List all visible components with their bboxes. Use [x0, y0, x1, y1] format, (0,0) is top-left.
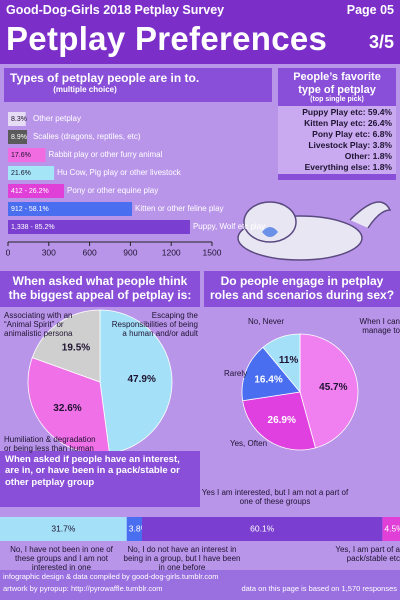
dog-heart — [262, 227, 278, 237]
bar-title-box: Types of petplay people are in to. (mult… — [4, 68, 272, 102]
footer-design: infographic design & data compiled by go… — [3, 572, 219, 581]
value-label: 26.9% — [268, 415, 296, 426]
favorite-item: Other: 1.8% — [344, 151, 392, 162]
category-label: Rarely — [224, 369, 248, 378]
value-label: 19.5% — [62, 342, 90, 353]
value-label: 4.5% — [384, 523, 400, 533]
pie-slice — [262, 333, 301, 394]
category-label: Yes, I am part of a pack/stable etc — [335, 545, 400, 563]
favorites-title: People’s favorite type of petplay — [293, 71, 381, 96]
category-label: Escaping the Responsibilities of being a… — [111, 311, 198, 338]
favorite-item: Pony Play etc: 6.8% — [312, 129, 392, 140]
bar — [8, 112, 26, 126]
dog-illustration — [237, 201, 392, 261]
value-label: 45.7% — [319, 382, 347, 393]
value-label: 8.9% — [11, 134, 27, 141]
bar-title: Types of petplay people are in to. — [10, 71, 200, 85]
bar — [8, 220, 190, 234]
pie2-title: Do people engage in petplay roles and sc… — [204, 271, 400, 307]
bar-segment — [382, 517, 400, 541]
category-label: Other petplay — [33, 114, 81, 123]
favorites-box: People’s favorite type of petplay (top s… — [278, 68, 396, 180]
value-label: 32.6% — [53, 403, 81, 414]
value-label: 1,338 - 85.2% — [11, 224, 55, 231]
x-tick-label: 300 — [42, 247, 56, 257]
category-label: No, I have not been in one of these grou… — [10, 545, 113, 572]
survey-name: Good-Dog-Girls 2018 Petplay Survey — [6, 3, 225, 17]
bar-segment — [0, 517, 127, 541]
favorite-item: Puppy Play etc: 59.4% — [302, 107, 392, 118]
category-label: Rabbit play or other furry animal — [49, 150, 163, 159]
value-label: 16.4% — [254, 375, 282, 386]
header-band — [0, 0, 400, 64]
category-label: Yes, Often — [230, 439, 268, 448]
bar — [8, 184, 65, 198]
dog-head — [243, 201, 297, 243]
stacked-title: When asked if people have an interest, a… — [0, 451, 200, 507]
value-label: 31.7% — [51, 523, 76, 533]
footer-band — [0, 570, 400, 600]
x-tick-label: 900 — [123, 247, 137, 257]
footer-responses: data on this page is based on 1,570 resp… — [241, 584, 397, 593]
category-label: Hu Cow, Pig play or other livestock — [57, 168, 182, 177]
page-title: Petplay Preferences — [6, 20, 328, 57]
value-label: 912 - 58.1% — [11, 206, 49, 213]
pie1-title: When asked what people think the biggest… — [0, 271, 200, 307]
bar — [8, 148, 46, 162]
favorites-subtitle: (top single pick) — [310, 96, 364, 104]
value-label: 8.3% — [11, 116, 27, 123]
category-label: Scalies (dragons, reptiles, etc) — [33, 132, 141, 141]
value-label: 21.6% — [11, 170, 31, 177]
x-tick-label: 0 — [6, 247, 11, 257]
value-label: 47.9% — [127, 374, 155, 385]
dog-tail — [349, 201, 392, 229]
bar — [8, 166, 55, 180]
category-label: Pony or other equine play — [67, 186, 158, 195]
pie-slice — [241, 346, 301, 402]
pie-slice — [242, 391, 316, 451]
favorite-item: Everything else: 1.8% — [304, 162, 392, 173]
pie-slice — [99, 309, 173, 454]
favorite-item: Kitten Play etc: 26.4% — [304, 118, 392, 129]
bar-subtitle: (multiple choice) — [53, 85, 117, 94]
footer-artwork: artwork by pyropup: http://pyrowaffle.tu… — [3, 584, 163, 593]
value-label: 3.8% — [129, 523, 149, 533]
page-number: Page 05 — [346, 3, 394, 17]
value-label: 11% — [279, 355, 299, 366]
category-label: No, I do not have an interest in being i… — [123, 545, 241, 572]
category-label: Humiliation & degradation or being less … — [4, 435, 96, 453]
favorite-item: Livestock Play: 3.8% — [308, 140, 392, 151]
pie-slice — [299, 333, 359, 449]
value-label: 412 - 26.2% — [11, 188, 49, 195]
value-label: 17.6% — [11, 152, 31, 159]
bar-segment — [126, 517, 142, 541]
x-tick-label: 600 — [83, 247, 97, 257]
category-label: No, Never — [248, 317, 285, 326]
category-label: When I can manage to — [359, 317, 400, 335]
x-tick-label: 1200 — [162, 247, 181, 257]
category-label: Associating with an “Animal Spirit” or a… — [4, 311, 73, 338]
bar — [8, 130, 28, 144]
pie-slice — [31, 309, 101, 383]
bar-segment — [142, 517, 383, 541]
value-label: 60.1% — [250, 523, 275, 533]
x-tick-label: 1500 — [203, 247, 222, 257]
category-label: Yes I am interested, but I am not a part… — [201, 488, 349, 506]
category-label: Kitten or other feline play — [135, 204, 224, 213]
bar — [8, 202, 133, 216]
favorites-list: Puppy Play etc: 59.4% Kitten Play etc: 26… — [278, 106, 396, 175]
category-label: Puppy, Wolf etc play — [193, 222, 265, 231]
part-number: 3/5 — [368, 32, 394, 52]
